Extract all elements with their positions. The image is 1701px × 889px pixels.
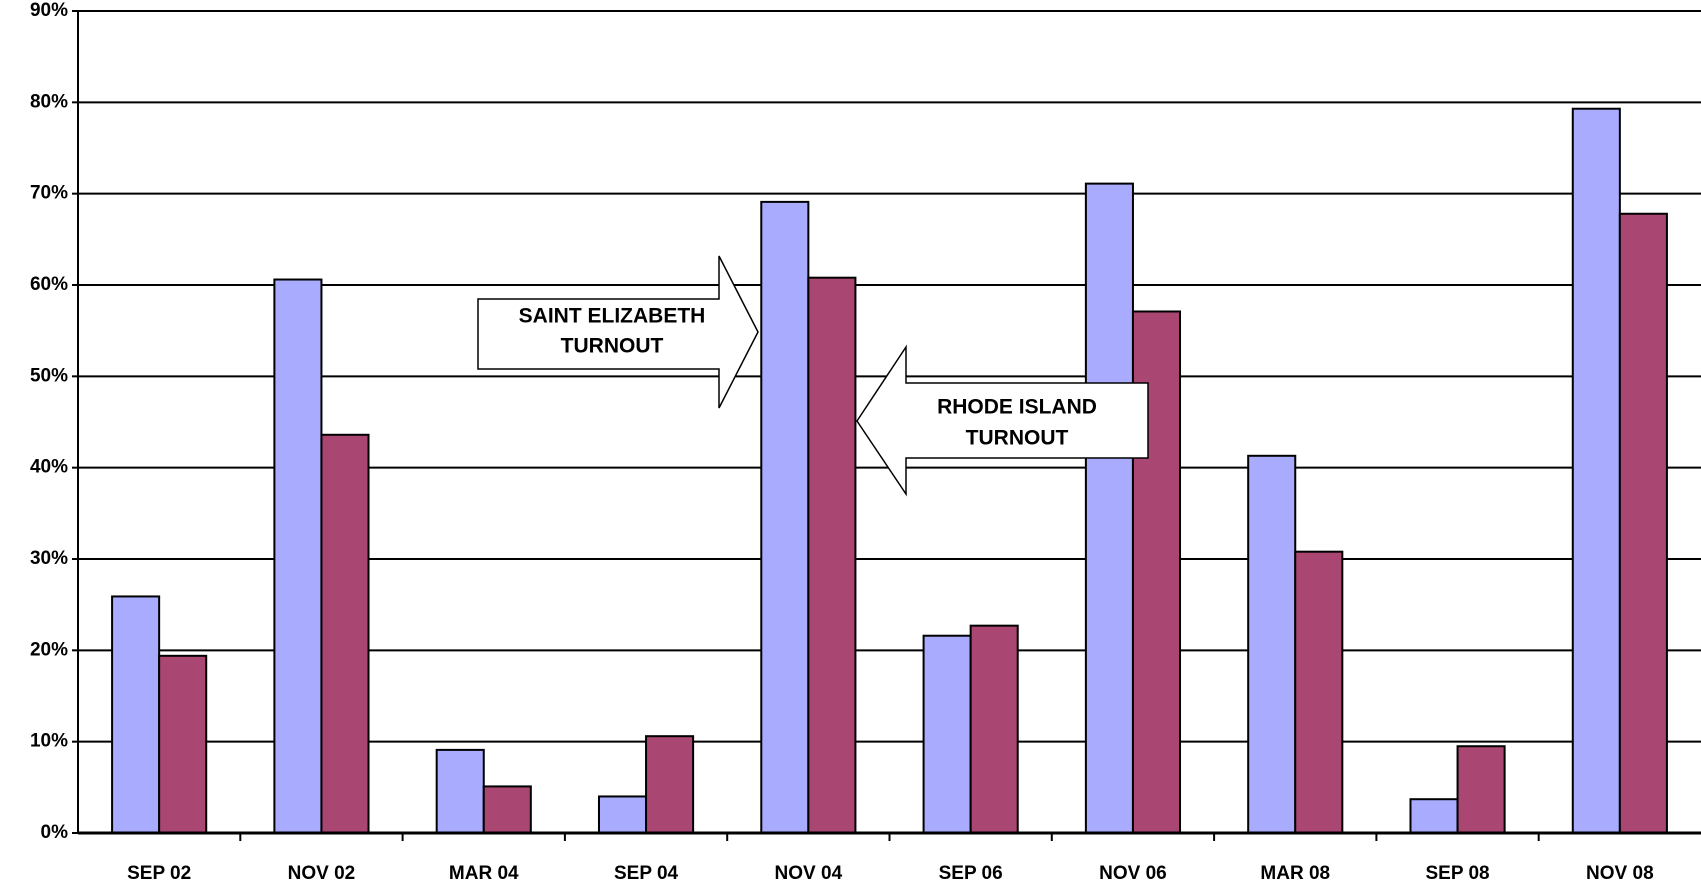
y-tick-label: 0% (41, 822, 69, 843)
y-tick-label: 40% (30, 457, 68, 478)
bar (482, 785, 532, 834)
x-tick-label: SEP 02 (127, 863, 191, 884)
bar (320, 433, 370, 834)
x-tick-label: NOV 02 (288, 863, 356, 884)
bar (597, 795, 648, 835)
x-tick-label: NOV 06 (1099, 863, 1167, 884)
y-tick-label: 50% (30, 365, 68, 386)
bar (645, 735, 695, 834)
y-tick-label: 70% (30, 183, 68, 204)
annotation: TURNOUT (966, 427, 1069, 450)
bar (1084, 182, 1134, 834)
arrow-left (856, 344, 1149, 497)
y-tick-label: 20% (30, 639, 68, 660)
annotation: RHODE ISLAND (937, 396, 1097, 419)
annotation: TURNOUT (561, 335, 664, 358)
bar (1409, 798, 1459, 834)
bars (78, 107, 1701, 835)
y-tick-label: 90% (30, 0, 68, 21)
x-tick-label: SEP 04 (614, 863, 679, 884)
bar (111, 595, 161, 834)
x-tick-label: SEP 08 (1426, 863, 1490, 884)
y-tick-label: 30% (30, 548, 68, 569)
x-tick-label: MAR 04 (449, 863, 519, 884)
bar (969, 624, 1019, 834)
x-tick-label: SEP 06 (939, 863, 1003, 884)
bar (1456, 745, 1506, 835)
bar (1294, 550, 1344, 835)
x-tick-label: MAR 08 (1260, 863, 1330, 884)
bar (435, 748, 485, 834)
bar (158, 654, 208, 835)
x-tick-label: NOV 08 (1586, 863, 1654, 884)
y-tick-label: 80% (30, 91, 68, 112)
bar (1618, 212, 1668, 834)
bar (760, 200, 810, 835)
y-tick-label: 60% (30, 274, 68, 295)
bar (922, 634, 972, 834)
arrow-right (477, 255, 759, 409)
bar (807, 276, 857, 834)
bar (1247, 454, 1297, 834)
annotations: SAINT ELIZABETH TURNOUT RHODE ISLAND TUR… (477, 255, 1149, 497)
y-tick-label: 10% (30, 731, 68, 752)
annotation: SAINT ELIZABETH (519, 305, 706, 328)
x-tick-label: NOV 04 (775, 863, 843, 884)
bar (1571, 107, 1621, 834)
bar (273, 278, 323, 834)
